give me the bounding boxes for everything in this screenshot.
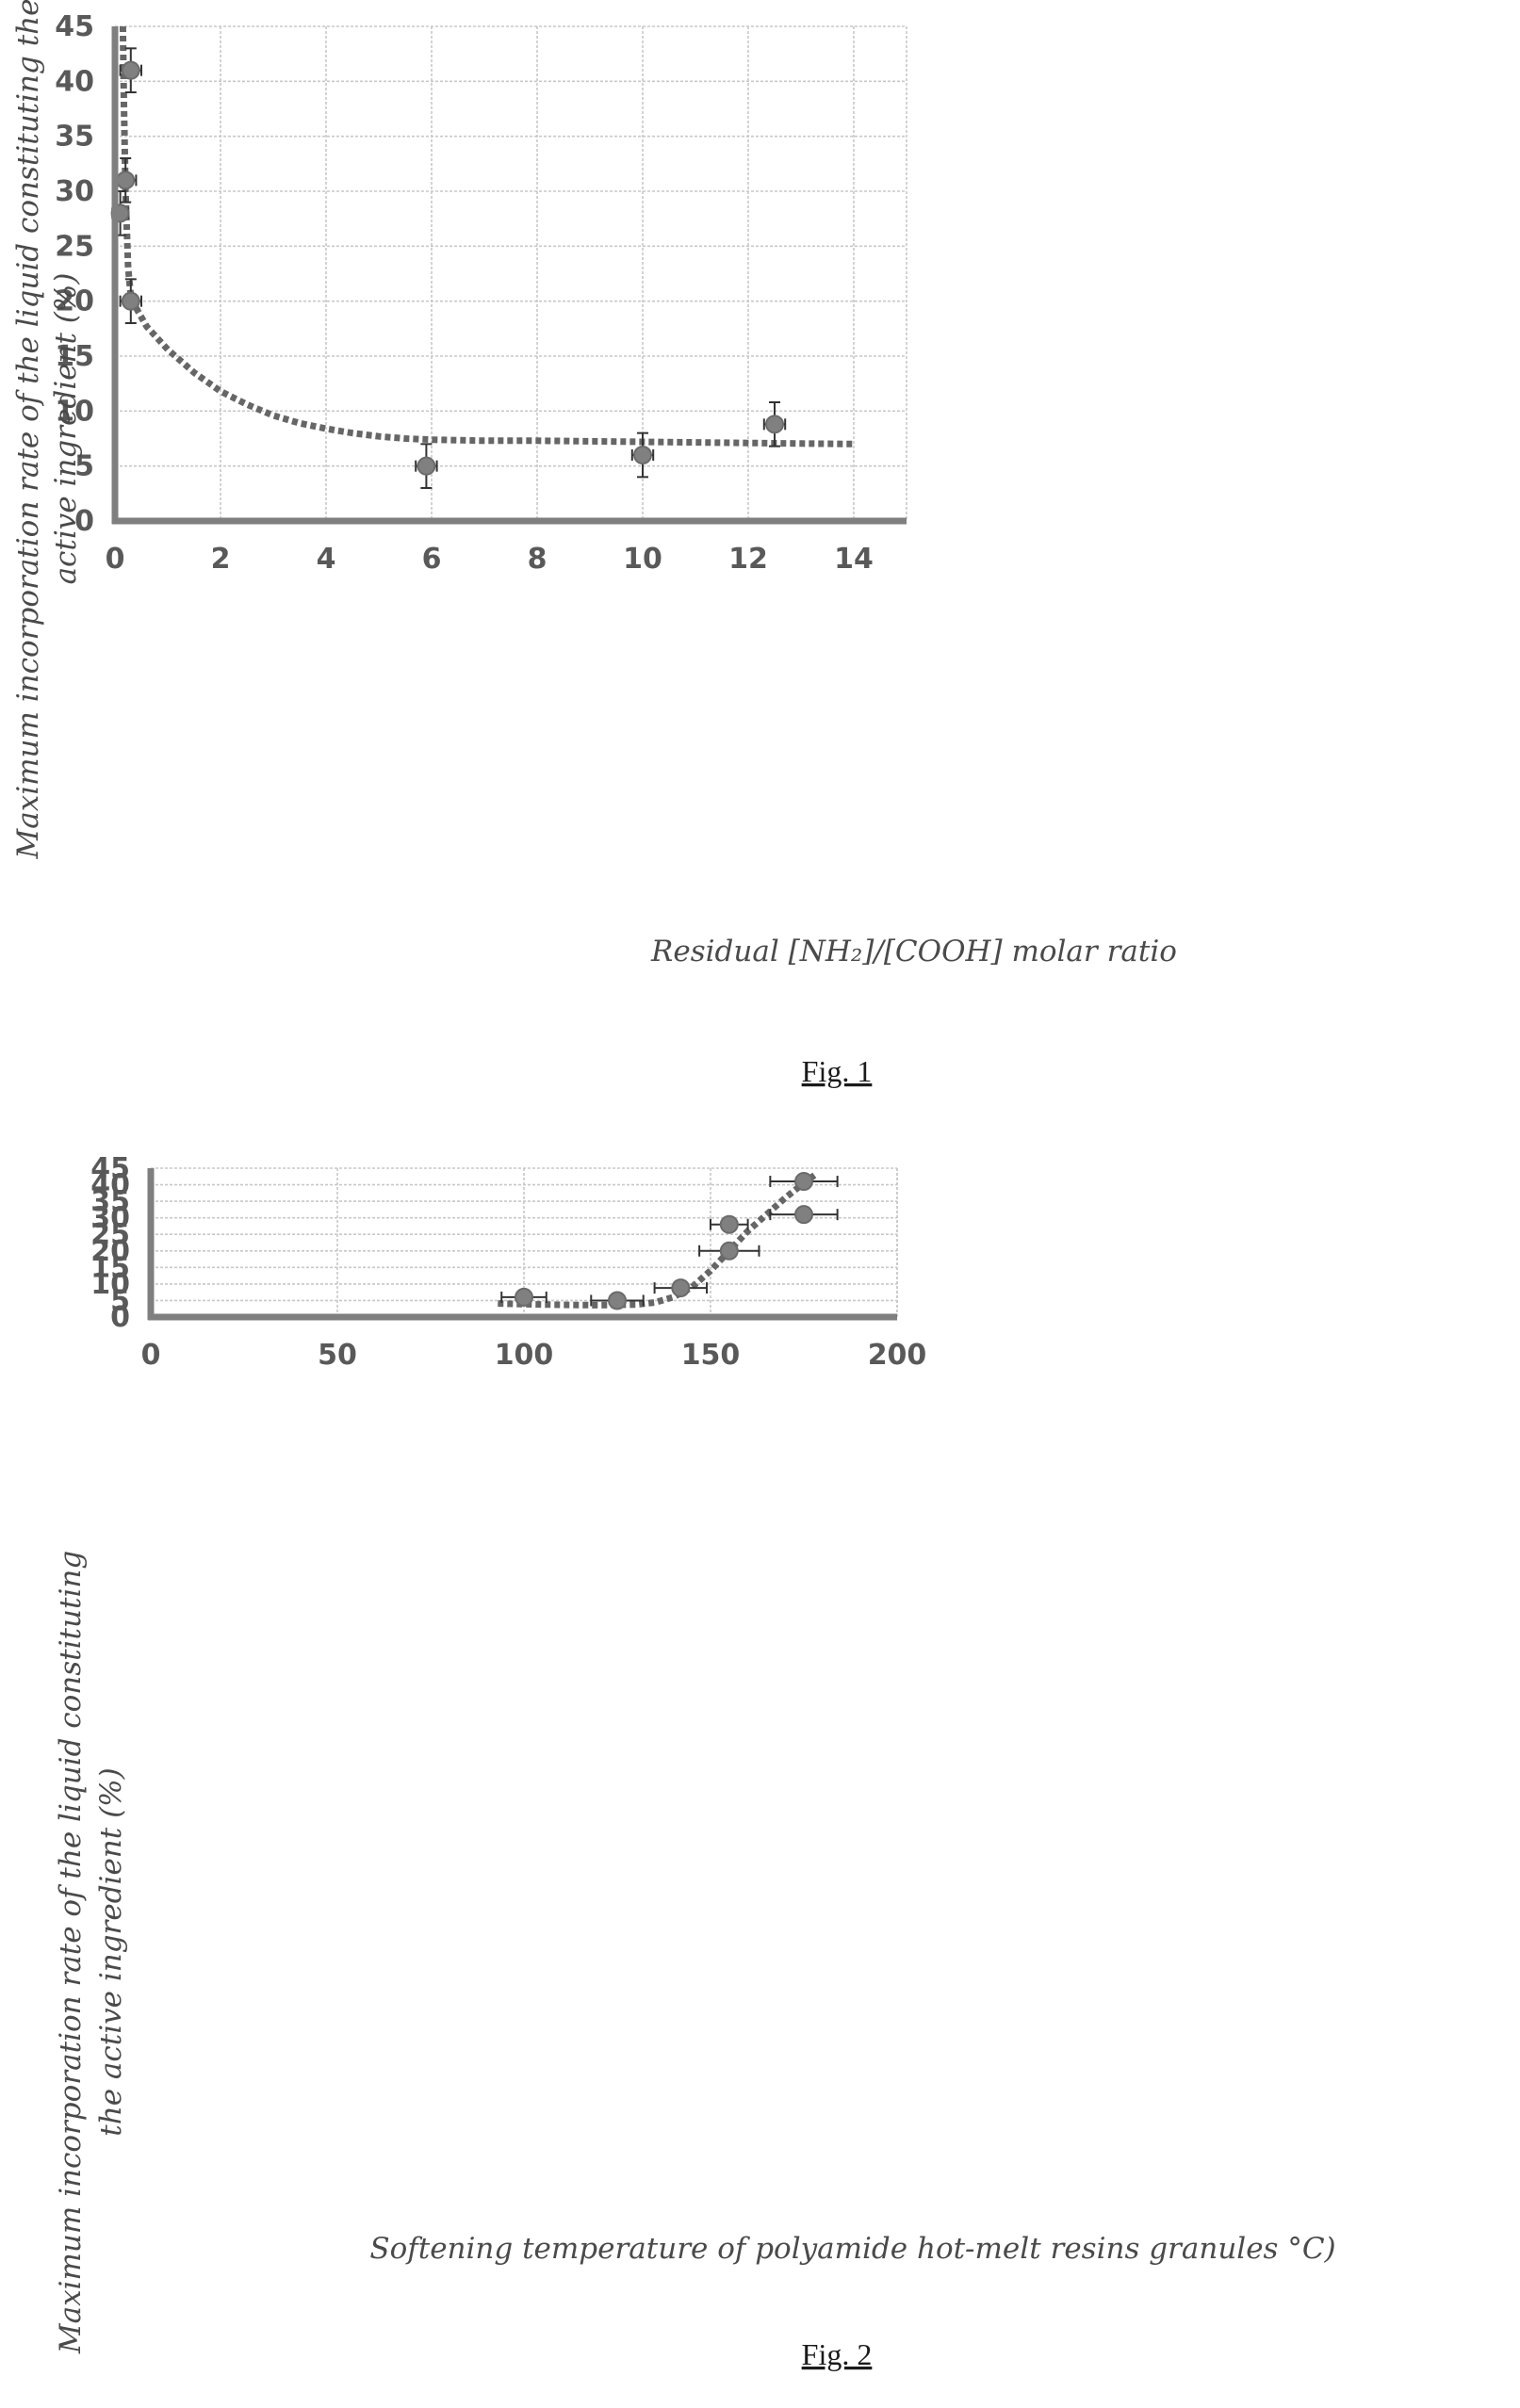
y-tick-label: 10 [90, 1268, 130, 1301]
y-tick-label: 45 [55, 10, 94, 43]
x-axis-label: Softening temperature of polyamide hot-m… [369, 2232, 1335, 2266]
data-marker [608, 1291, 627, 1310]
chart-fig-1: 0 5 10 15 20 25 30 35 40 45 0 2 4 6 8 10 12 14 Residual [… [11, 0, 1177, 1088]
data-marker [719, 1214, 739, 1234]
tick-labels: 0 5 10 15 20 25 30 35 40 45 0 2 4 6 8 10 12 14 [55, 10, 874, 576]
y-tick-label: 45 [90, 1152, 130, 1185]
x-tick-label: 2 [211, 543, 231, 576]
x-tick-label: 14 [834, 543, 874, 576]
y-axis-label-line-2: active ingredient (%) [49, 273, 83, 585]
trend-line [119, 25, 855, 447]
data-marker [633, 446, 652, 464]
y-tick-label: 30 [55, 175, 94, 208]
y-tick-label: 10 [55, 395, 94, 428]
y-tick-label: 15 [55, 340, 94, 373]
trend-line-layer [119, 25, 855, 447]
data-point [653, 1278, 709, 1298]
y-tick-label: 0 [74, 505, 94, 538]
x-tick-label: 150 [681, 1339, 741, 1372]
trend-line-layer [498, 1172, 817, 1309]
y-tick-label: 5 [74, 450, 94, 483]
data-marker [116, 171, 136, 190]
y-tick-label: 35 [90, 1185, 130, 1218]
x-axis-label: Residual [NH₂]/[COOH] molar ratio [650, 935, 1177, 968]
y-tick-label: 0 [110, 1301, 130, 1334]
data-point [769, 1205, 839, 1225]
data-points [110, 47, 787, 489]
figure-caption: Fig. 2 [802, 2337, 873, 2371]
data-marker [671, 1278, 691, 1298]
grid-lines [114, 25, 907, 522]
x-tick-label: 10 [623, 543, 662, 576]
data-marker [515, 1287, 533, 1307]
data-marker [121, 291, 140, 311]
y-axis-label-line-1: Maximum incorporation rate of the liquid… [11, 0, 45, 859]
data-marker [417, 456, 436, 476]
y-tick-label: 40 [90, 1169, 130, 1202]
y-tick-label: 20 [90, 1235, 130, 1268]
data-point [710, 1214, 749, 1234]
data-point [762, 401, 787, 447]
figure-caption: Fig. 1 [802, 1054, 873, 1088]
data-marker [794, 1205, 813, 1225]
data-point [119, 278, 142, 324]
data-point [590, 1291, 645, 1310]
x-tick-label: 6 [422, 543, 442, 576]
y-axis-label-line-1: Maximum incorporation rate of the liquid… [54, 1551, 88, 2354]
x-tick-label: 50 [318, 1339, 357, 1372]
x-tick-label: 12 [728, 543, 768, 576]
axes [111, 26, 907, 525]
data-point [114, 157, 138, 203]
data-point [769, 1172, 839, 1192]
x-tick-label: 8 [528, 543, 548, 576]
y-tick-label: 20 [55, 285, 94, 318]
data-point [500, 1287, 548, 1307]
y-tick-label: 30 [90, 1202, 130, 1235]
y-tick-label: 25 [90, 1218, 130, 1251]
data-point [698, 1241, 760, 1261]
x-tick-label: 200 [868, 1339, 927, 1372]
x-tick-label: 0 [141, 1339, 161, 1372]
data-point [119, 47, 142, 93]
y-tick-label: 15 [90, 1251, 130, 1284]
data-point [415, 443, 438, 489]
x-tick-label: 0 [106, 543, 125, 576]
trend-line [498, 1172, 817, 1309]
data-point [630, 431, 655, 479]
data-points [500, 1172, 839, 1310]
data-marker [719, 1241, 739, 1261]
data-marker [121, 60, 140, 80]
data-marker [794, 1172, 813, 1192]
y-tick-label: 5 [110, 1284, 130, 1317]
x-tick-label: 100 [495, 1339, 554, 1372]
data-marker [765, 415, 784, 434]
axes [147, 1168, 897, 1321]
y-axis-label-line-2: the active ingredient (%) [94, 1767, 128, 2136]
y-tick-label: 35 [55, 121, 94, 154]
y-tick-label: 25 [55, 230, 94, 263]
x-tick-label: 4 [317, 543, 336, 576]
y-tick-label: 40 [55, 65, 94, 98]
